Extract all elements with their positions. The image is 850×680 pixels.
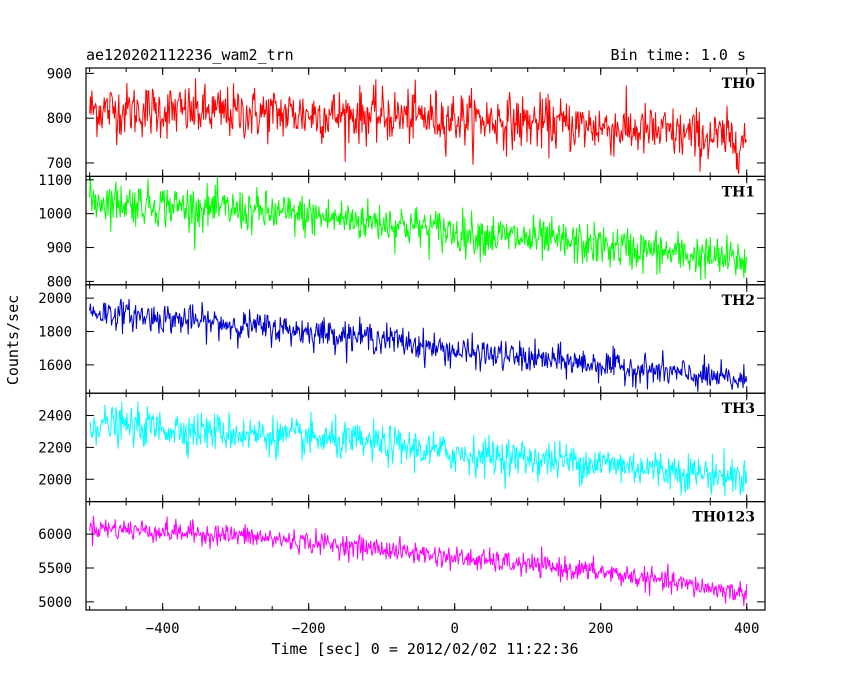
y-tick-label: 800: [47, 111, 72, 127]
x-tick-label: 400: [734, 621, 759, 637]
panel-label-th0123: TH0123: [692, 510, 755, 526]
panel-th1: 800 900 1000 1100 TH1: [38, 173, 766, 290]
y-tick-label: 1000: [38, 207, 72, 223]
series-line-th0: [89, 78, 748, 175]
y-tick-label: 1100: [38, 173, 72, 189]
series-line-th3: [89, 401, 748, 497]
panel-label-th0: TH0: [722, 76, 756, 92]
x-tick-label: −200: [292, 621, 326, 637]
y-axis-label: Counts/sec: [4, 295, 22, 385]
y-tick-label: 5000: [38, 595, 72, 611]
y-tick-label: 900: [47, 66, 72, 82]
panel-label-th1: TH1: [722, 184, 755, 200]
series-line-th0123: [89, 515, 748, 606]
y-tick-label: 2000: [38, 291, 72, 307]
panel-label-th3: TH3: [722, 401, 755, 417]
y-tick-label: 2000: [38, 472, 72, 488]
chart-title-right: Bin time: 1.0 s: [611, 46, 746, 64]
x-tick-label: 0: [450, 621, 458, 637]
y-tick-label: 800: [47, 274, 72, 290]
panel-label-th2: TH2: [722, 293, 755, 309]
series-line-th1: [89, 176, 748, 281]
series-line-th2: [89, 298, 748, 392]
y-tick-label: 5500: [38, 561, 72, 577]
y-tick-label: 2400: [38, 409, 72, 425]
x-tick-label: −400: [146, 621, 180, 637]
panel-frame: [85, 284, 766, 394]
panel-th0: 700 800 900 TH0: [47, 66, 766, 178]
panel-th0123: 5000 5500 6000 TH0123: [38, 501, 766, 611]
panel-th2: 1600 1800 2000 TH2: [38, 284, 766, 394]
x-axis: −400 −200 0 200 400: [146, 621, 760, 637]
panel-frame: [85, 501, 766, 611]
y-tick-label: 700: [47, 156, 72, 172]
y-tick-label: 1600: [38, 358, 72, 374]
x-axis-label: Time [sec] 0 = 2012/02/02 11:22:36: [271, 640, 578, 658]
chart-title-left: ae120202112236_wam2_trn: [86, 46, 294, 64]
panels-group: 700 800 900 TH0 800 900 1000 1100 TH1 1600 1800 200…: [38, 66, 766, 611]
panel-th3: 2000 2200 2400 TH3: [38, 392, 766, 503]
y-tick-label: 900: [47, 241, 72, 257]
y-tick-label: 6000: [38, 527, 72, 543]
x-tick-label: 200: [588, 621, 613, 637]
y-tick-label: 2200: [38, 440, 72, 456]
y-tick-label: 1800: [38, 324, 72, 340]
